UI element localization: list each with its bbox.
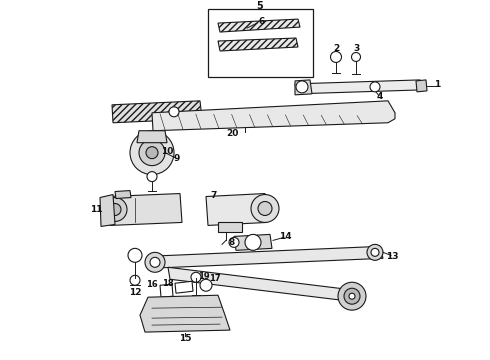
Polygon shape <box>218 222 242 233</box>
Circle shape <box>145 252 165 272</box>
Text: 8: 8 <box>229 238 235 247</box>
Circle shape <box>371 248 379 256</box>
Polygon shape <box>234 234 272 250</box>
Text: 14: 14 <box>279 232 292 241</box>
Circle shape <box>351 53 361 62</box>
Circle shape <box>150 257 160 267</box>
Circle shape <box>191 272 201 282</box>
Circle shape <box>367 244 383 260</box>
Circle shape <box>229 237 239 247</box>
Polygon shape <box>295 80 312 95</box>
Polygon shape <box>148 246 383 268</box>
Circle shape <box>139 140 165 166</box>
Circle shape <box>128 248 142 262</box>
Polygon shape <box>112 101 202 123</box>
Text: 4: 4 <box>377 93 383 102</box>
Polygon shape <box>218 19 300 32</box>
Polygon shape <box>218 38 298 51</box>
Text: 16: 16 <box>146 280 158 289</box>
Polygon shape <box>115 190 131 198</box>
Polygon shape <box>416 80 427 92</box>
Circle shape <box>338 282 366 310</box>
Text: 7: 7 <box>211 191 217 200</box>
Polygon shape <box>100 194 115 226</box>
Circle shape <box>130 131 174 175</box>
Polygon shape <box>168 267 358 302</box>
Polygon shape <box>206 194 267 225</box>
Circle shape <box>296 81 308 93</box>
Circle shape <box>169 107 179 117</box>
Circle shape <box>146 147 158 159</box>
Text: 3: 3 <box>353 45 359 54</box>
Circle shape <box>344 288 360 304</box>
Text: 1: 1 <box>434 80 440 89</box>
Polygon shape <box>137 131 167 143</box>
Circle shape <box>109 203 121 216</box>
Polygon shape <box>295 80 422 94</box>
Text: 12: 12 <box>129 288 141 297</box>
Text: 2: 2 <box>333 45 339 54</box>
Polygon shape <box>175 281 193 293</box>
Text: 20: 20 <box>226 129 238 138</box>
Polygon shape <box>152 101 395 131</box>
Circle shape <box>130 275 140 285</box>
Text: 6: 6 <box>259 17 265 26</box>
Circle shape <box>258 202 272 216</box>
Circle shape <box>251 194 279 222</box>
Polygon shape <box>140 295 230 332</box>
Text: 9: 9 <box>174 154 180 163</box>
Circle shape <box>103 198 127 221</box>
Text: 15: 15 <box>179 334 191 343</box>
Circle shape <box>147 172 157 181</box>
Text: 5: 5 <box>257 1 264 11</box>
Text: 11: 11 <box>90 205 102 214</box>
Circle shape <box>349 293 355 299</box>
Text: 18: 18 <box>162 279 174 288</box>
Circle shape <box>245 234 261 250</box>
Polygon shape <box>108 194 182 225</box>
Text: 17: 17 <box>209 274 221 283</box>
Bar <box>208 9 313 77</box>
Circle shape <box>330 51 342 62</box>
Circle shape <box>200 279 212 291</box>
Text: 10: 10 <box>161 147 173 156</box>
Text: 13: 13 <box>386 252 398 261</box>
Circle shape <box>370 82 380 92</box>
Polygon shape <box>160 284 173 297</box>
Text: 19: 19 <box>198 272 210 281</box>
